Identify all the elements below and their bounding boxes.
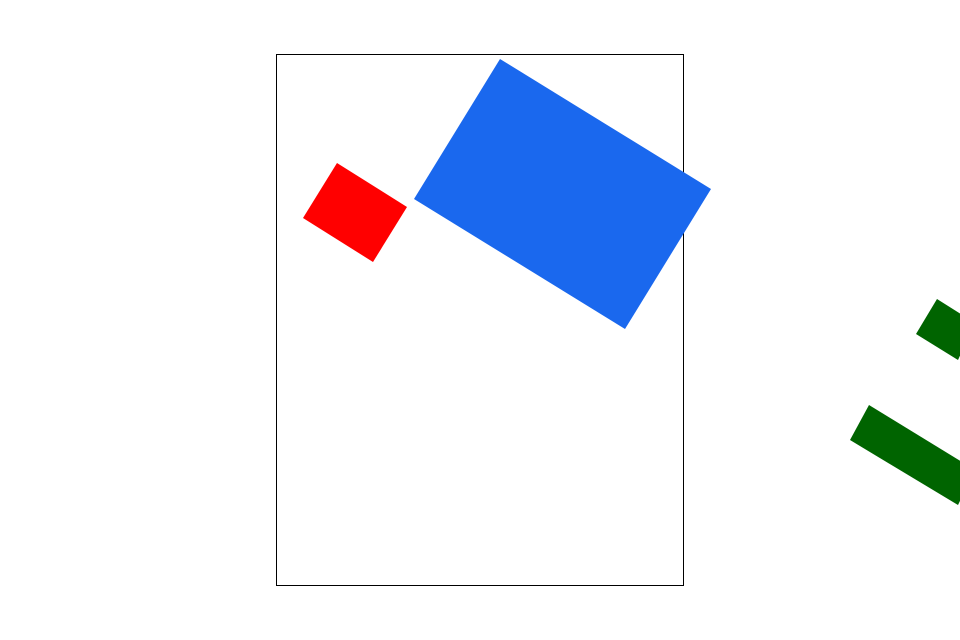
green-bar-lower xyxy=(850,405,960,505)
blue-rectangle xyxy=(414,59,711,329)
page-frame xyxy=(276,54,684,586)
red-rectangle xyxy=(303,163,407,262)
green-bar-upper xyxy=(916,299,960,360)
